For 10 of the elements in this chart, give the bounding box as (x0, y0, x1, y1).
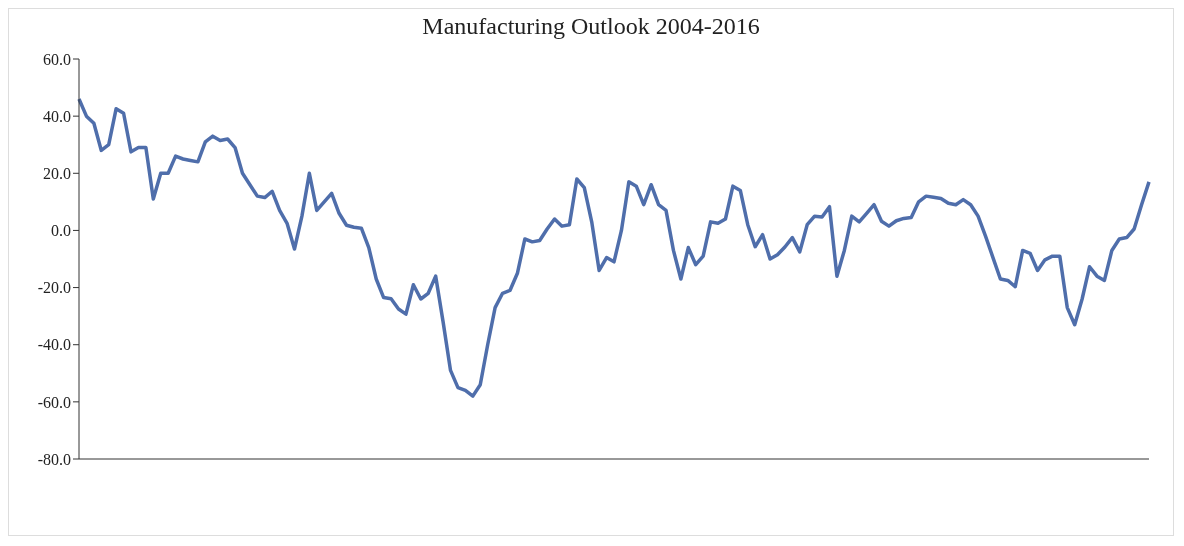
y-tick-label: -20.0 (37, 279, 71, 297)
y-tick-label: 60.0 (43, 50, 71, 68)
line-series (77, 97, 1151, 398)
y-tick-label: 40.0 (43, 107, 71, 125)
y-tick-label: -80.0 (37, 450, 71, 468)
chart-title: Manufacturing Outlook 2004-2016 (421, 13, 761, 41)
y-tick-label: 20.0 (43, 164, 71, 182)
y-tick-label: 0.0 (51, 222, 71, 240)
y-tick-label: -60.0 (37, 393, 71, 411)
y-tick-label: -40.0 (37, 336, 71, 354)
